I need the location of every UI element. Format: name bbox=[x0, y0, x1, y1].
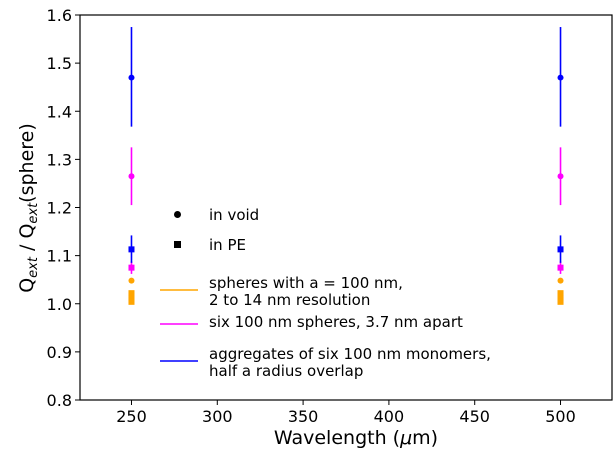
x-tick-label: 450 bbox=[459, 407, 490, 426]
legend-label: six 100 nm spheres, 3.7 nm apart bbox=[209, 313, 463, 331]
y-tick-label: 0.8 bbox=[47, 391, 72, 410]
y-tick-label: 1.5 bbox=[47, 54, 72, 73]
data-point-square bbox=[557, 264, 564, 271]
y-tick-label: 1.4 bbox=[47, 102, 72, 121]
data-point-circle bbox=[557, 173, 564, 180]
data-point-circle bbox=[557, 74, 564, 81]
data-point-circle bbox=[557, 277, 564, 284]
legend-marker-square bbox=[174, 241, 181, 248]
data-point-square bbox=[557, 298, 564, 305]
x-tick-label: 250 bbox=[116, 407, 147, 426]
legend-marker-circle bbox=[174, 211, 181, 218]
y-label-mid: / Q bbox=[16, 224, 38, 257]
y-tick-label: 1.2 bbox=[47, 199, 72, 218]
x-axis-label-mu: μ bbox=[399, 427, 412, 449]
legend-label: in PE bbox=[209, 236, 246, 254]
y-tick-label: 1.6 bbox=[47, 6, 72, 25]
data-point-circle bbox=[128, 74, 135, 81]
y-tick-label: 0.9 bbox=[47, 343, 72, 362]
data-point-square bbox=[128, 298, 135, 305]
plot-marks bbox=[128, 27, 564, 305]
x-tick-label: 300 bbox=[202, 407, 233, 426]
y-label-sub2: ext bbox=[26, 202, 41, 224]
y-axis-ticks: 0.8 0.9 1.0 1.1 1.2 1.3 1.4 1.5 1.6 bbox=[47, 6, 80, 410]
y-label-tail: (sphere) bbox=[16, 123, 38, 203]
x-axis-ticks: 250 300 350 400 450 500 bbox=[116, 400, 576, 426]
data-point-circle bbox=[128, 277, 135, 284]
y-label-q1: Q bbox=[16, 278, 38, 293]
data-point-square bbox=[128, 246, 135, 253]
x-tick-label: 500 bbox=[545, 407, 576, 426]
y-tick-label: 1.1 bbox=[47, 247, 72, 266]
x-axis-label: Wavelength (μm) bbox=[274, 427, 438, 449]
legend-label: aggregates of six 100 nm monomers, bbox=[209, 345, 491, 363]
y-label-sub1: ext bbox=[26, 256, 41, 278]
plot-frame bbox=[79, 14, 613, 401]
data-point-circle bbox=[128, 173, 135, 180]
x-tick-label: 400 bbox=[374, 407, 405, 426]
y-tick-label: 1.0 bbox=[47, 295, 72, 314]
legend-label: in void bbox=[209, 206, 259, 224]
data-point-square bbox=[128, 264, 135, 271]
y-tick-label: 1.3 bbox=[47, 150, 72, 169]
legend-label: spheres with a = 100 nm, bbox=[209, 274, 403, 292]
data-point-square bbox=[557, 246, 564, 253]
x-axis-label-main: Wavelength ( bbox=[274, 427, 400, 449]
legend-label: 2 to 14 nm resolution bbox=[209, 291, 370, 309]
y-axis-label: Qext / Qext(sphere) bbox=[16, 123, 41, 293]
legend: in void in PE spheres with a = 100 nm,2 to… bbox=[160, 206, 491, 380]
x-tick-label: 350 bbox=[288, 407, 319, 426]
x-axis-label-unit: m) bbox=[412, 427, 438, 449]
legend-label: half a radius overlap bbox=[209, 362, 363, 380]
